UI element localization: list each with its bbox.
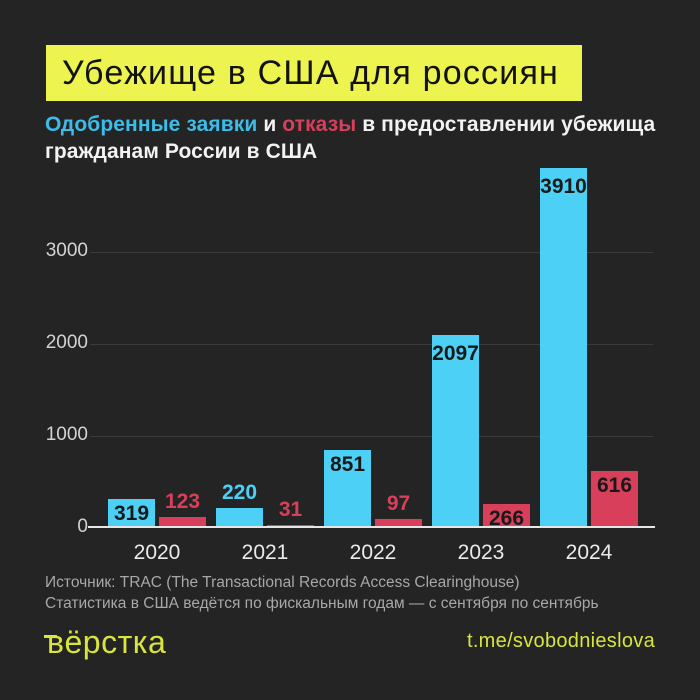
x-axis-tick-label: 2022 bbox=[349, 541, 397, 564]
bar-denied bbox=[483, 503, 530, 528]
bar-approved bbox=[108, 498, 155, 528]
page-title-text: Убежище в США для россиян bbox=[62, 53, 560, 92]
bar-value-label: 31 bbox=[278, 498, 303, 521]
x-axis-line bbox=[88, 526, 655, 528]
gridline bbox=[90, 343, 653, 345]
bar-value-label: 123 bbox=[164, 489, 201, 513]
telegram-link[interactable]: t.me/svobodnieslova bbox=[466, 630, 655, 652]
subtitle-line2: гражданам России в США bbox=[45, 140, 318, 163]
bar-value-label: 266 bbox=[488, 506, 525, 530]
legend-refused-label: отказы bbox=[282, 113, 357, 136]
bar-denied bbox=[159, 516, 206, 528]
page-title: Убежище в США для россиян bbox=[46, 45, 582, 101]
gridline bbox=[90, 251, 653, 253]
y-axis-tick-label: 2000 bbox=[45, 332, 88, 353]
bar-value-label: 97 bbox=[386, 492, 411, 516]
y-axis-tick-label: 3000 bbox=[45, 240, 88, 261]
chart-subtitle: Одобренные заявки и отказы в предоставле… bbox=[45, 111, 655, 165]
legend-approved-label: Одобренные заявки bbox=[45, 113, 258, 136]
source-line: Источник: TRAC (The Transactional Record… bbox=[45, 574, 520, 591]
bar-value-label: 2097 bbox=[432, 342, 479, 366]
bar-value-label: 616 bbox=[596, 474, 633, 498]
bar-value-label: 220 bbox=[221, 480, 258, 504]
x-axis-tick-label: 2021 bbox=[241, 541, 289, 564]
bar-value-label: 851 bbox=[329, 452, 366, 476]
x-axis-tick-label: 2020 bbox=[133, 541, 181, 564]
verstka-logo: вёрстка bbox=[43, 624, 167, 660]
x-axis-tick-label: 2024 bbox=[565, 541, 613, 564]
y-axis-tick-label: 0 bbox=[77, 516, 88, 537]
methodology-line: Статистика в США ведётся по фискальным г… bbox=[45, 595, 599, 612]
subtitle-conjunction: и bbox=[257, 113, 283, 136]
bar-value-label: 319 bbox=[113, 501, 150, 525]
bar-approved bbox=[324, 449, 371, 528]
x-axis-tick-label: 2023 bbox=[457, 541, 505, 564]
bar-denied bbox=[591, 471, 638, 528]
bar-approved bbox=[432, 335, 479, 528]
bar-approved bbox=[540, 168, 587, 528]
bar-value-label: 3910 bbox=[540, 175, 587, 199]
source-note: Источник: TRAC (The Transactional Record… bbox=[45, 572, 599, 614]
bar-denied bbox=[375, 519, 422, 528]
subtitle-rest: в предоставлении убежища bbox=[356, 113, 656, 136]
y-axis-tick-label: 1000 bbox=[45, 424, 88, 445]
gridline bbox=[90, 435, 653, 437]
bar-approved bbox=[216, 507, 263, 528]
